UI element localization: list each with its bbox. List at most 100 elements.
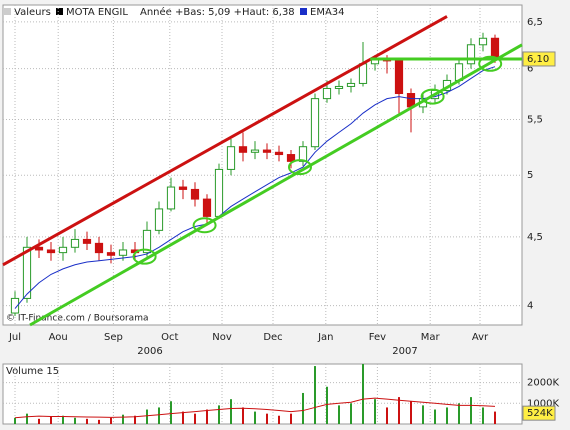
candle-body xyxy=(58,246,68,254)
candle-body xyxy=(286,154,296,162)
candle-body xyxy=(214,168,224,217)
candle-body xyxy=(226,146,236,170)
marker-circle xyxy=(192,217,217,234)
candle-body xyxy=(70,238,80,248)
volume-bar xyxy=(122,414,124,424)
volume-bar xyxy=(38,418,40,424)
volume-panel xyxy=(2,363,523,425)
volume-bar xyxy=(398,397,400,424)
candle-body xyxy=(262,149,272,153)
volume-bar xyxy=(470,397,472,424)
candle-body xyxy=(82,238,92,244)
candle-body xyxy=(394,60,404,95)
volume-bar xyxy=(134,415,136,424)
volume-bar xyxy=(62,415,64,424)
volume-bar xyxy=(26,413,28,424)
y-tick-label: 5,5 xyxy=(527,115,543,126)
volume-bar xyxy=(146,409,148,424)
y-tick-label: 4 xyxy=(527,301,533,312)
volume-average xyxy=(14,397,496,419)
volume-bar xyxy=(374,399,376,424)
volume-bar xyxy=(266,413,268,424)
x-tick-label: Mar xyxy=(421,332,441,343)
volume-bar xyxy=(98,419,100,424)
price-panel xyxy=(2,4,523,326)
volume-bar xyxy=(434,409,436,424)
volume-bar xyxy=(182,411,184,424)
legend-swatch xyxy=(4,8,11,15)
marker-circle xyxy=(132,248,157,265)
volume-bar xyxy=(458,403,460,424)
volume-bar xyxy=(278,415,280,424)
candle-body xyxy=(22,246,32,299)
candle-body xyxy=(166,186,176,210)
x-tick-label: Jan xyxy=(317,332,333,343)
volume-bar xyxy=(86,418,88,424)
x-tick-label: Jul xyxy=(8,332,21,343)
ema-line xyxy=(14,66,496,309)
volume-bar xyxy=(362,364,364,424)
volume-bar xyxy=(302,392,304,424)
candle-body xyxy=(310,98,320,148)
volume-bar xyxy=(326,386,328,424)
legend-swatch xyxy=(300,8,307,15)
volume-bar xyxy=(314,366,316,424)
y-tick-label: 4,5 xyxy=(527,232,543,243)
volume-bar xyxy=(170,401,172,424)
volume-bar xyxy=(350,403,352,424)
volume-bar xyxy=(206,409,208,424)
volume-bar xyxy=(386,407,388,424)
volume-bar xyxy=(338,405,340,424)
candle-body xyxy=(358,63,368,84)
volume-bar xyxy=(158,407,160,424)
candle-body xyxy=(490,37,500,60)
y-tick-label: 6,5 xyxy=(527,17,543,28)
volume-bar xyxy=(422,405,424,424)
last-box xyxy=(522,405,556,421)
year-label: 2006 xyxy=(137,346,162,357)
candle-body xyxy=(46,249,56,254)
volume-bar xyxy=(290,413,292,424)
volume-bar xyxy=(446,407,448,424)
volume-bar xyxy=(14,417,16,424)
x-tick-label: Oct xyxy=(161,332,178,343)
x-tick-label: Fev xyxy=(369,332,386,343)
candle-body xyxy=(106,252,116,256)
legend-series: MOTA ENGIL xyxy=(66,7,128,18)
volume-bar xyxy=(110,417,112,424)
marker-circle xyxy=(288,159,312,176)
candle-body xyxy=(202,198,212,217)
candle-body xyxy=(466,44,476,65)
volume-bar xyxy=(194,413,196,424)
volume-bar xyxy=(74,417,76,424)
range-text: Année +Bas: 5,09 +Haut: 6,38 xyxy=(140,6,295,18)
last-label: 6,10 xyxy=(527,54,549,65)
x-tick-label: Avr xyxy=(472,332,489,343)
marker-circle xyxy=(478,55,503,72)
y-tick-label: 5 xyxy=(527,170,533,181)
candle-body xyxy=(346,82,356,87)
volume-bar xyxy=(254,411,256,424)
y-tick-label: 2000K xyxy=(527,378,559,389)
x-tick-label: Sep xyxy=(104,332,123,343)
volume-bar xyxy=(494,411,496,424)
y-tick-label: 1000K xyxy=(527,398,559,409)
last-box xyxy=(522,51,556,67)
legend-ema: EMA34 xyxy=(310,7,345,18)
last-label: 524K xyxy=(527,408,553,419)
candle-body xyxy=(118,249,128,256)
candle-body xyxy=(142,229,152,254)
volume-bar xyxy=(410,401,412,424)
candle-body xyxy=(94,242,104,254)
header: Valeurs xyxy=(14,7,51,18)
volume-bar xyxy=(218,405,220,424)
x-tick-label: Aou xyxy=(49,332,68,343)
volume-bar xyxy=(482,407,484,424)
candle-body xyxy=(34,246,44,251)
candle-body xyxy=(238,146,248,153)
candle-body xyxy=(334,85,344,89)
volume-bar xyxy=(242,407,244,424)
candle-body xyxy=(10,297,20,314)
candle-body xyxy=(250,149,260,153)
